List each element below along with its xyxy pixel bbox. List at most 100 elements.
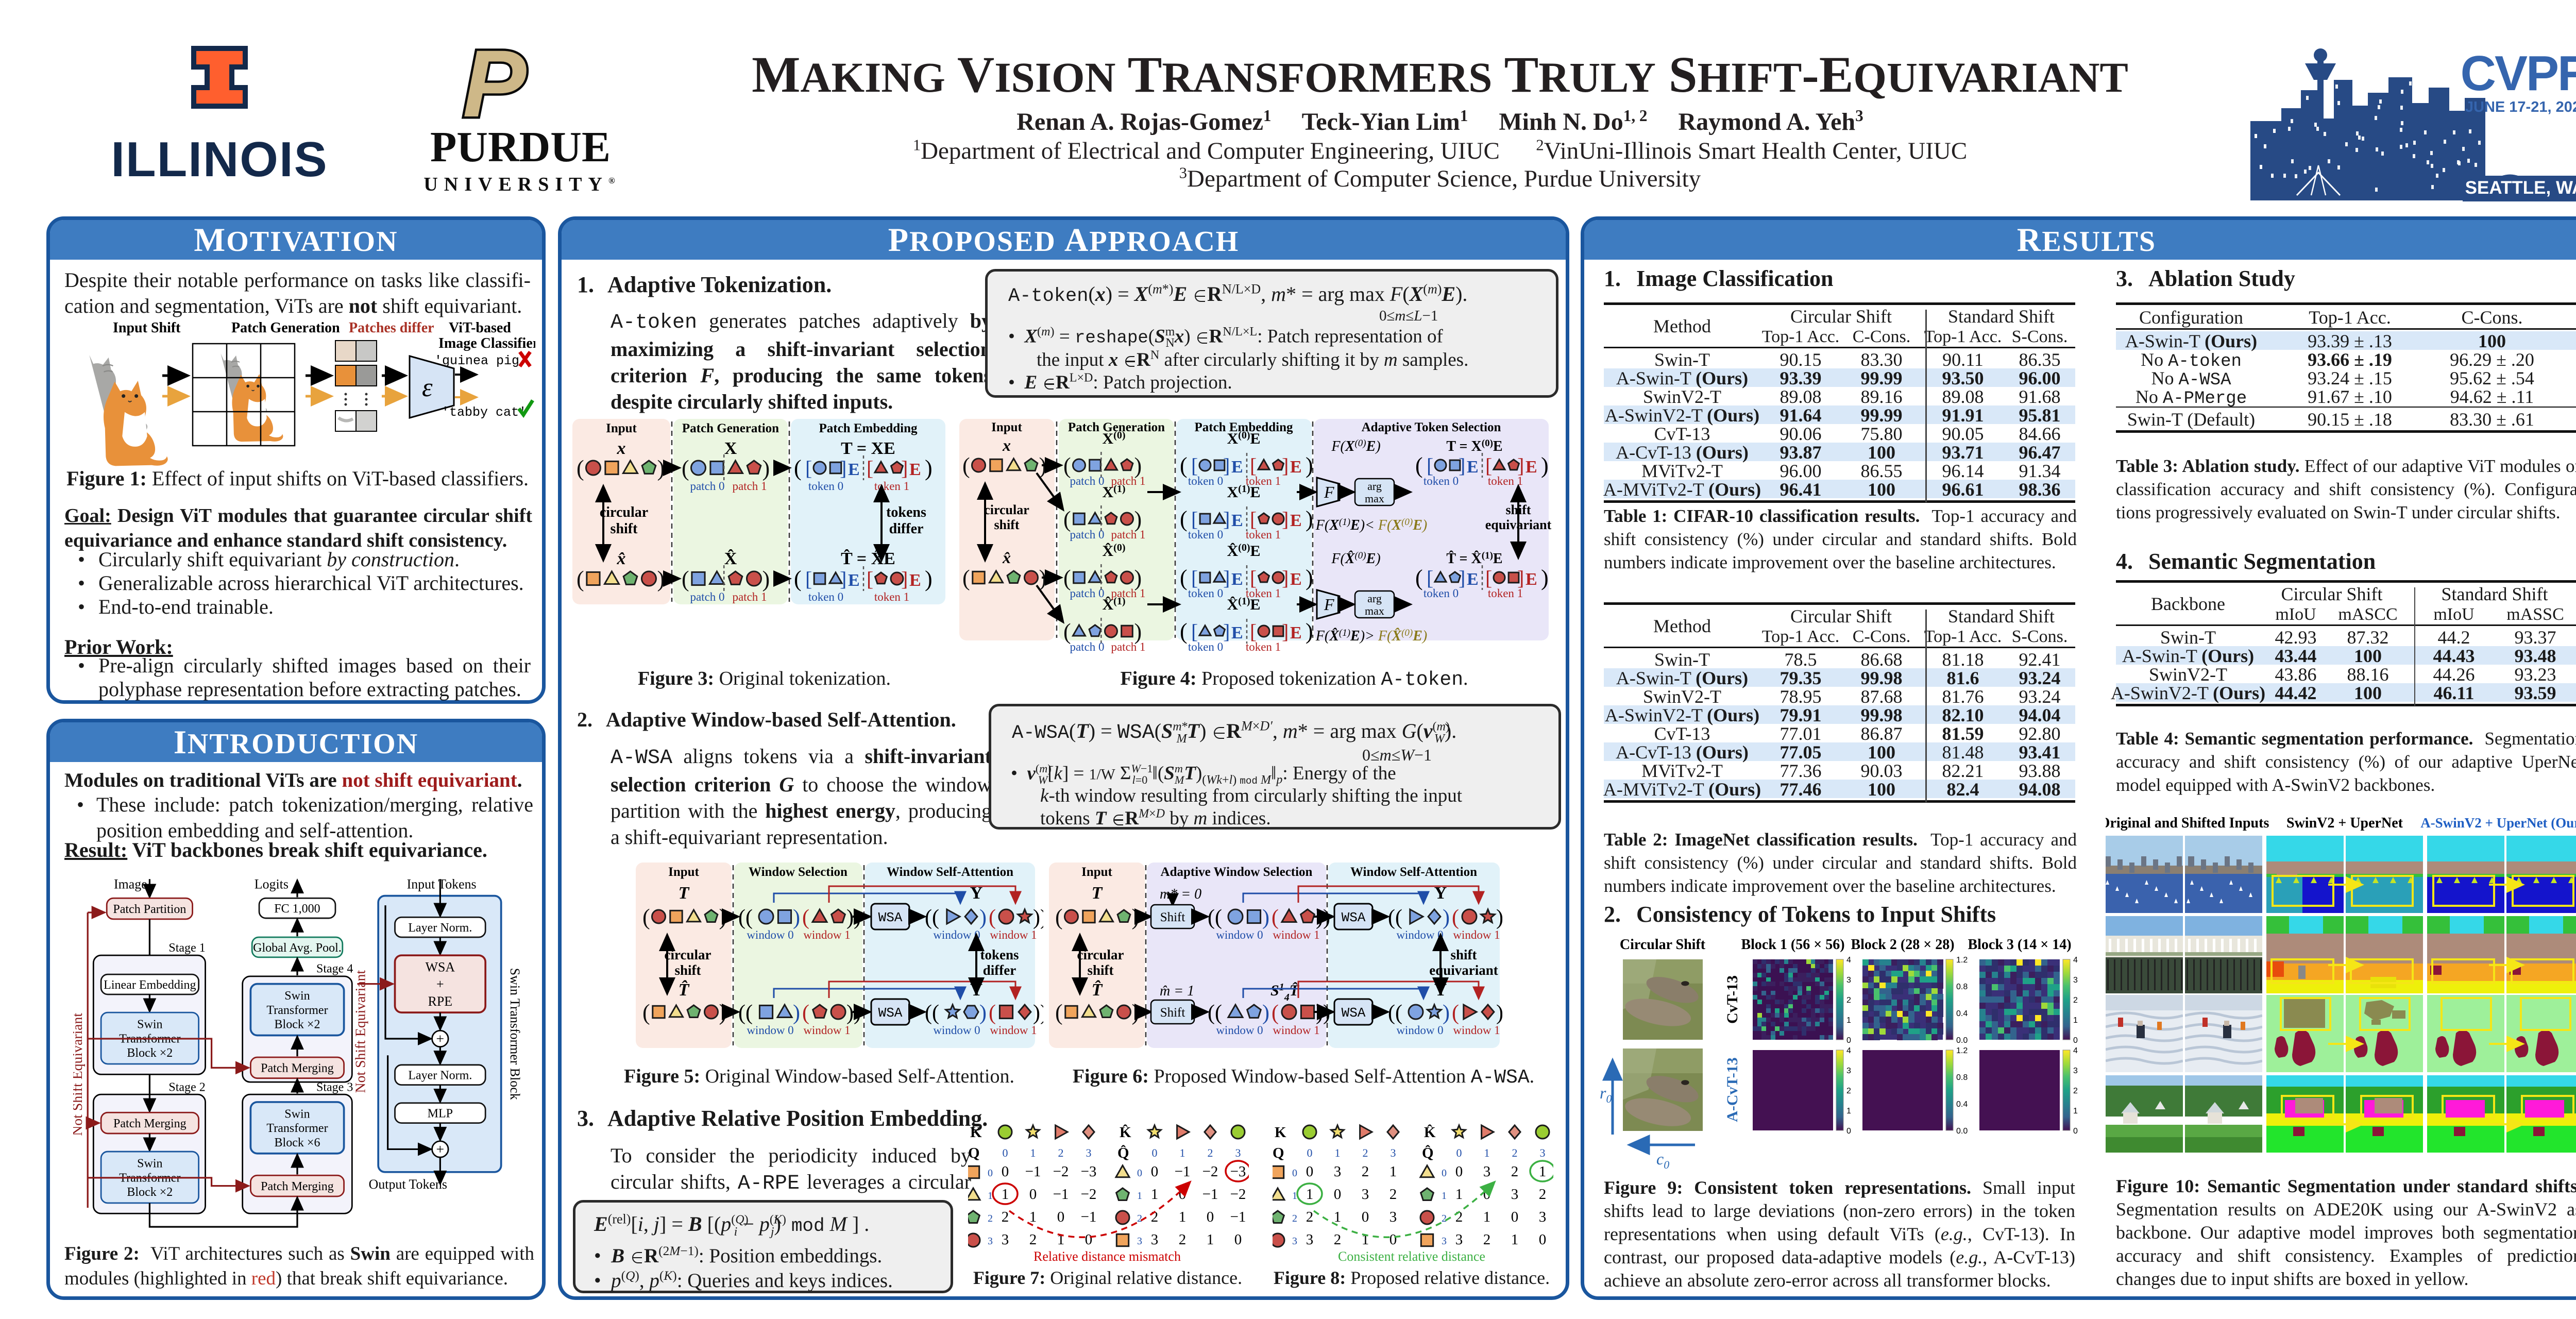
svg-text:Stage 1: Stage 1 bbox=[168, 941, 205, 955]
svg-text:((: (( bbox=[925, 1001, 939, 1025]
svg-text:K̂: K̂ bbox=[1424, 1124, 1436, 1141]
svg-text:Shift: Shift bbox=[1160, 910, 1185, 924]
svg-text:2: 2 bbox=[1334, 1231, 1342, 1248]
svg-text:T̂ = X̂(1)E: T̂ = X̂(1)E bbox=[1446, 550, 1502, 567]
svg-text:window 0: window 0 bbox=[933, 928, 980, 941]
svg-text:1: 1 bbox=[1335, 1146, 1341, 1159]
svg-text:(: ( bbox=[1063, 506, 1071, 532]
svg-text:patch 0: patch 0 bbox=[1070, 528, 1104, 541]
svg-text:shift: shift bbox=[611, 521, 638, 537]
svg-text:Stage 3: Stage 3 bbox=[316, 1081, 353, 1094]
svg-text:Block 3 (14 × 14): Block 3 (14 × 14) bbox=[1968, 939, 2071, 953]
svg-text:(: ( bbox=[1452, 906, 1459, 929]
svg-text:]: ] bbox=[1223, 508, 1230, 531]
svg-text:RPE: RPE bbox=[428, 994, 452, 1009]
svg-text:(: ( bbox=[1180, 565, 1188, 590]
svg-text:Original and Shifted Inputs: Original and Shifted Inputs bbox=[2106, 815, 2269, 831]
svg-text:circular: circular bbox=[665, 947, 711, 962]
svg-text:0: 0 bbox=[1334, 1186, 1342, 1203]
svg-text:(: ( bbox=[962, 453, 970, 478]
svg-text:4: 4 bbox=[1846, 956, 1851, 965]
svg-text:E: E bbox=[1526, 570, 1537, 589]
svg-text:WSA: WSA bbox=[1342, 910, 1366, 925]
svg-text:(: ( bbox=[577, 455, 584, 481]
svg-text:Swin: Swin bbox=[137, 1157, 162, 1171]
svg-text:E: E bbox=[1467, 458, 1479, 477]
svg-text:X(0)E: X(0)E bbox=[1227, 430, 1260, 447]
svg-text:token 0: token 0 bbox=[808, 480, 843, 493]
svg-text:0.8: 0.8 bbox=[1956, 1073, 1968, 1082]
svg-text:): ) bbox=[1262, 906, 1269, 929]
svg-text:Window Self-Attention: Window Self-Attention bbox=[887, 865, 1013, 879]
svg-text:2: 2 bbox=[1362, 1163, 1369, 1180]
svg-text:1: 1 bbox=[1389, 1163, 1397, 1180]
svg-text:2: 2 bbox=[1179, 1231, 1187, 1248]
svg-text:(: ( bbox=[1063, 453, 1071, 478]
svg-text:]: ] bbox=[1517, 566, 1524, 589]
svg-text:): ) bbox=[1131, 1000, 1139, 1025]
svg-text:Swin: Swin bbox=[284, 1108, 310, 1121]
svg-text:2: 2 bbox=[1483, 1231, 1491, 1248]
svg-text:3: 3 bbox=[1483, 1163, 1491, 1180]
svg-text:patch 0: patch 0 bbox=[690, 480, 724, 493]
svg-text:2: 2 bbox=[1539, 1186, 1547, 1203]
svg-text:(: ( bbox=[1063, 565, 1071, 590]
svg-text:[: [ bbox=[867, 567, 873, 590]
svg-text:Adaptive Token Selection: Adaptive Token Selection bbox=[1362, 420, 1501, 434]
svg-text:[: [ bbox=[1427, 454, 1433, 477]
svg-text:Image: Image bbox=[114, 877, 147, 892]
svg-text:Patches differ: Patches differ bbox=[349, 320, 434, 336]
svg-text:3: 3 bbox=[1539, 1209, 1547, 1225]
svg-text:): ) bbox=[1306, 506, 1313, 532]
svg-text:): ) bbox=[1541, 453, 1549, 478]
svg-text:PURDUE: PURDUE bbox=[430, 123, 611, 171]
svg-text:max: max bbox=[1365, 492, 1384, 505]
svg-text:((: (( bbox=[738, 906, 753, 929]
svg-text:E: E bbox=[848, 460, 860, 479]
svg-text:Circular Shift: Circular Shift bbox=[1620, 939, 1706, 953]
svg-text:0: 0 bbox=[1003, 1146, 1008, 1159]
svg-text:Patch Generation: Patch Generation bbox=[231, 320, 340, 336]
svg-text:0: 0 bbox=[1511, 1209, 1519, 1225]
svg-text:0: 0 bbox=[1389, 1231, 1397, 1248]
svg-text:window 1: window 1 bbox=[990, 928, 1037, 941]
svg-text:): ) bbox=[1541, 565, 1549, 590]
svg-text:A-SwinV2 + UperNet (Ours): A-SwinV2 + UperNet (Ours) bbox=[2420, 815, 2576, 831]
svg-text:Window Self-Attention: Window Self-Attention bbox=[1350, 865, 1477, 879]
svg-text:0: 0 bbox=[1539, 1231, 1547, 1248]
svg-text:m* = 0: m* = 0 bbox=[1160, 886, 1201, 902]
svg-text:]: ] bbox=[1282, 508, 1289, 531]
svg-text:window 1: window 1 bbox=[803, 1024, 850, 1037]
svg-text:E: E bbox=[1231, 458, 1243, 477]
svg-text:T: T bbox=[1092, 884, 1103, 903]
svg-text:SEATTLE, WA: SEATTLE, WA bbox=[2465, 178, 2576, 198]
svg-text:Window Selection: Window Selection bbox=[749, 865, 848, 879]
svg-text:Patch Merging: Patch Merging bbox=[261, 1180, 334, 1193]
svg-text:patch 0: patch 0 bbox=[1070, 640, 1104, 653]
svg-text:window 0: window 0 bbox=[747, 928, 793, 941]
svg-text:tokens: tokens bbox=[980, 947, 1019, 962]
svg-text:(: ( bbox=[1180, 453, 1188, 478]
svg-text:2: 2 bbox=[1389, 1186, 1397, 1203]
svg-text:)): )) bbox=[1033, 1001, 1043, 1025]
svg-text:[: [ bbox=[1191, 454, 1198, 477]
svg-text:token 0: token 0 bbox=[1423, 475, 1459, 487]
svg-text:0: 0 bbox=[1234, 1231, 1242, 1248]
svg-text:0.0: 0.0 bbox=[1956, 1127, 1968, 1136]
svg-text:max: max bbox=[1365, 604, 1384, 617]
svg-text:]: ] bbox=[1282, 566, 1289, 589]
svg-text:Output Tokens: Output Tokens bbox=[369, 1177, 447, 1192]
svg-text:3: 3 bbox=[1389, 1209, 1397, 1225]
svg-text:[: [ bbox=[1191, 620, 1198, 643]
svg-text:): ) bbox=[793, 1001, 800, 1025]
svg-text:Linear Embedding: Linear Embedding bbox=[104, 978, 196, 992]
svg-text:token 1: token 1 bbox=[1246, 528, 1281, 541]
svg-text:2: 2 bbox=[988, 1213, 993, 1224]
svg-text:)): )) bbox=[1496, 906, 1502, 929]
svg-text:): ) bbox=[979, 906, 987, 929]
svg-text:): ) bbox=[1306, 619, 1313, 644]
svg-text:]: ] bbox=[840, 456, 846, 480]
svg-text:0.0: 0.0 bbox=[1956, 1036, 1968, 1045]
svg-text:patch 1: patch 1 bbox=[732, 590, 767, 603]
svg-text:): ) bbox=[979, 1001, 987, 1025]
